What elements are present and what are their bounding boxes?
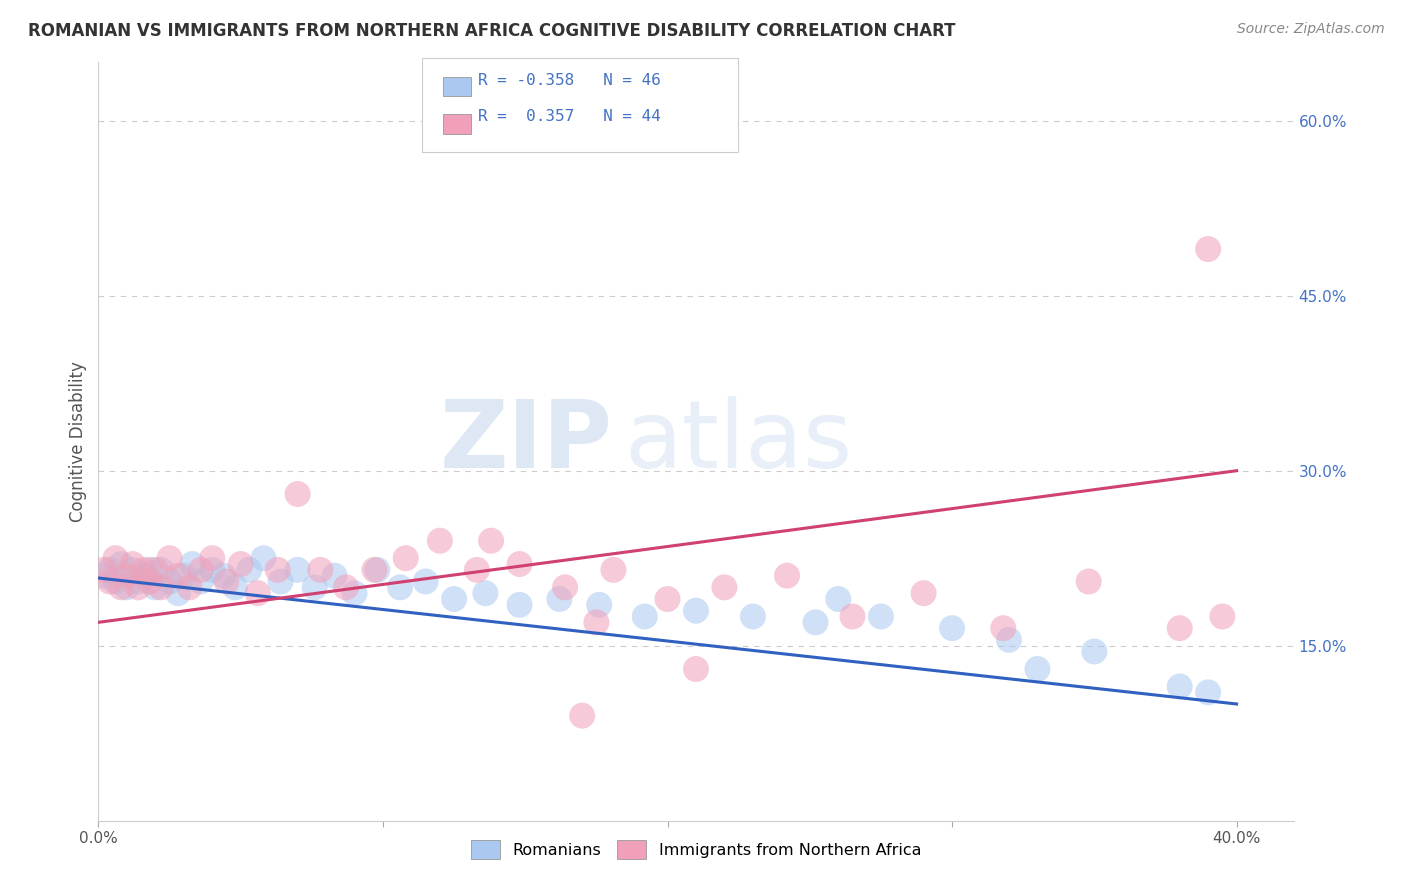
- Point: [181, 557, 204, 571]
- Point: [159, 574, 181, 589]
- Point: [841, 609, 863, 624]
- Point: [143, 563, 166, 577]
- Point: [127, 580, 149, 594]
- Point: [366, 563, 388, 577]
- Point: [571, 708, 593, 723]
- Point: [343, 586, 366, 600]
- Point: [173, 568, 195, 582]
- Point: [1211, 609, 1233, 624]
- Point: [1197, 685, 1219, 699]
- Point: [201, 551, 224, 566]
- Point: [115, 580, 138, 594]
- Point: [110, 580, 132, 594]
- Point: [443, 592, 465, 607]
- Point: [713, 580, 735, 594]
- Point: [150, 563, 173, 577]
- Text: atlas: atlas: [624, 395, 852, 488]
- Point: [167, 568, 190, 582]
- Text: R =  0.357   N = 44: R = 0.357 N = 44: [478, 109, 661, 124]
- Point: [93, 568, 115, 582]
- Point: [1077, 574, 1099, 589]
- Text: ZIP: ZIP: [440, 395, 613, 488]
- Point: [634, 609, 657, 624]
- Point: [143, 580, 166, 594]
- Point: [127, 574, 149, 589]
- Point: [190, 574, 212, 589]
- Point: [246, 586, 269, 600]
- Point: [776, 568, 799, 582]
- Point: [429, 533, 451, 548]
- Point: [179, 580, 201, 594]
- Point: [93, 563, 115, 577]
- Point: [104, 551, 127, 566]
- Point: [287, 563, 309, 577]
- Point: [323, 568, 346, 582]
- Point: [304, 580, 326, 594]
- Point: [190, 563, 212, 577]
- Point: [465, 563, 488, 577]
- Point: [588, 598, 610, 612]
- Point: [132, 563, 155, 577]
- Point: [104, 574, 127, 589]
- Point: [309, 563, 332, 577]
- Point: [132, 568, 155, 582]
- Point: [585, 615, 607, 630]
- Point: [212, 568, 235, 582]
- Point: [685, 662, 707, 676]
- Point: [363, 563, 385, 577]
- Point: [252, 551, 274, 566]
- Point: [215, 574, 238, 589]
- Text: ROMANIAN VS IMMIGRANTS FROM NORTHERN AFRICA COGNITIVE DISABILITY CORRELATION CHA: ROMANIAN VS IMMIGRANTS FROM NORTHERN AFR…: [28, 22, 956, 40]
- Point: [685, 604, 707, 618]
- Point: [998, 632, 1021, 647]
- Y-axis label: Cognitive Disability: Cognitive Disability: [69, 361, 87, 522]
- Point: [474, 586, 496, 600]
- Point: [229, 557, 252, 571]
- Point: [159, 551, 181, 566]
- Point: [238, 563, 260, 577]
- Point: [224, 580, 246, 594]
- Point: [1168, 680, 1191, 694]
- Point: [167, 586, 190, 600]
- Point: [1083, 644, 1105, 658]
- Point: [395, 551, 418, 566]
- Point: [415, 574, 437, 589]
- Legend: Romanians, Immigrants from Northern Africa: Romanians, Immigrants from Northern Afri…: [464, 833, 928, 866]
- Text: R = -0.358   N = 46: R = -0.358 N = 46: [478, 73, 661, 88]
- Point: [804, 615, 827, 630]
- Point: [509, 557, 531, 571]
- Point: [335, 580, 357, 594]
- Point: [941, 621, 963, 635]
- Point: [1026, 662, 1049, 676]
- Point: [115, 568, 138, 582]
- Point: [602, 563, 624, 577]
- Point: [98, 574, 121, 589]
- Text: Source: ZipAtlas.com: Source: ZipAtlas.com: [1237, 22, 1385, 37]
- Point: [138, 574, 160, 589]
- Point: [121, 557, 143, 571]
- Point: [150, 580, 173, 594]
- Point: [548, 592, 571, 607]
- Point: [993, 621, 1015, 635]
- Point: [98, 563, 121, 577]
- Point: [479, 533, 502, 548]
- Point: [657, 592, 679, 607]
- Point: [270, 574, 292, 589]
- Point: [912, 586, 935, 600]
- Point: [870, 609, 893, 624]
- Point: [1168, 621, 1191, 635]
- Point: [827, 592, 849, 607]
- Point: [509, 598, 531, 612]
- Point: [138, 563, 160, 577]
- Point: [741, 609, 763, 624]
- Point: [201, 563, 224, 577]
- Point: [1197, 242, 1219, 256]
- Point: [267, 563, 290, 577]
- Point: [110, 557, 132, 571]
- Point: [554, 580, 576, 594]
- Point: [121, 563, 143, 577]
- Point: [389, 580, 412, 594]
- Point: [287, 487, 309, 501]
